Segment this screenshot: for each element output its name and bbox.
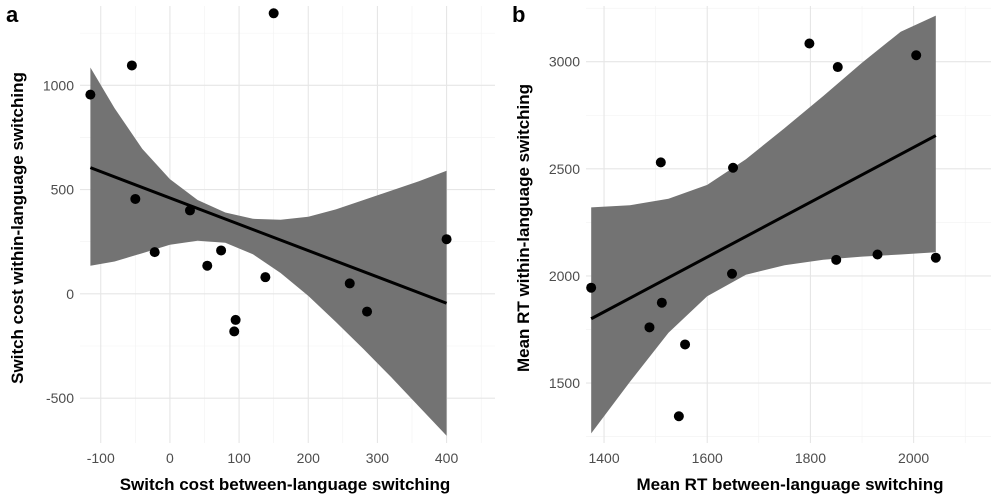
panel-b-xlabel: Mean RT between-language switching (637, 475, 944, 494)
data-point (727, 268, 738, 279)
data-point (586, 282, 597, 293)
data-point (216, 245, 227, 256)
data-point (268, 8, 279, 19)
data-point (673, 411, 684, 422)
data-point (831, 254, 842, 265)
x-tick-label: -100 (87, 450, 115, 466)
x-tick-label: 1400 (588, 450, 619, 466)
panel-a-ylabel: Switch cost within-language switching (8, 72, 27, 384)
data-point (260, 272, 271, 283)
data-point (728, 162, 739, 173)
y-tick-label: 2000 (549, 268, 580, 284)
x-tick-label: 1800 (795, 450, 826, 466)
panel-b: 1400 1600 1800 2000 1500 2000 2500 3000 b Mean … (512, 2, 991, 494)
plot-area: -100 0 100 200 300 400 -500 0 500 1000 (43, 6, 495, 466)
y-tick-label: 3000 (549, 54, 580, 70)
data-point (804, 38, 815, 49)
data-point (126, 60, 137, 71)
x-tick-label: 0 (166, 450, 174, 466)
data-point (202, 260, 213, 271)
data-point (149, 247, 160, 258)
data-point (680, 339, 691, 350)
data-point (344, 278, 355, 289)
data-point (130, 193, 141, 204)
data-point (184, 205, 195, 216)
data-point (872, 249, 883, 260)
data-point (441, 234, 452, 245)
regression-line (89, 166, 448, 305)
panel-b-ylabel: Mean RT within-language switching (514, 84, 533, 372)
y-tick-label: 0 (66, 286, 74, 302)
data-point (85, 89, 96, 100)
y-tick-label: 1500 (549, 375, 580, 391)
data-point (832, 62, 843, 73)
confidence-band (591, 15, 936, 434)
confidence-band (90, 67, 447, 436)
y-tick-label: 1000 (43, 77, 74, 93)
plot-area: 1400 1600 1800 2000 1500 2000 2500 3000 (549, 6, 991, 466)
y-tick-label: 500 (51, 182, 75, 198)
panel-a: -100 0 100 200 300 400 -500 0 500 1000 a Switch c… (6, 2, 495, 494)
data-point (230, 314, 241, 325)
y-tick-label: 2500 (549, 161, 580, 177)
data-point (911, 50, 922, 61)
data-point (644, 322, 655, 333)
data-point (229, 326, 240, 337)
x-tick-label: 100 (227, 450, 251, 466)
data-point (362, 306, 373, 317)
x-tick-label: 400 (435, 450, 459, 466)
regression-line (590, 134, 937, 321)
y-tick-label: -500 (46, 390, 74, 406)
data-point (930, 252, 941, 263)
x-tick-label: 1600 (692, 450, 723, 466)
x-tick-label: 200 (297, 450, 321, 466)
data-point (656, 297, 667, 308)
panel-a-xlabel: Switch cost between-language switching (120, 475, 451, 494)
x-tick-label: 300 (366, 450, 390, 466)
data-point (655, 157, 666, 168)
x-tick-label: 2000 (898, 450, 929, 466)
panel-a-tag: a (6, 2, 19, 27)
panel-b-tag: b (512, 2, 525, 27)
